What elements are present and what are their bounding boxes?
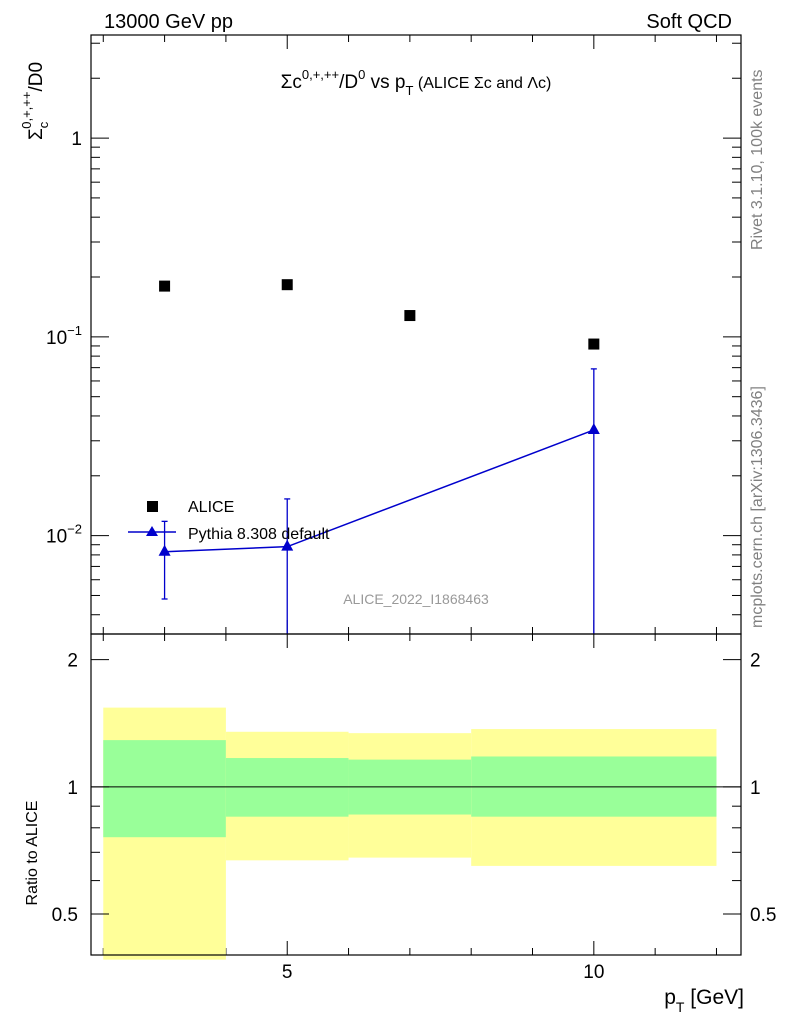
analysis-watermark: ALICE_2022_I1868463 bbox=[343, 591, 489, 607]
ratio-ytick-label-right-1: 1 bbox=[750, 778, 761, 799]
ratio-band-inner-1 bbox=[225, 758, 349, 817]
alice-point-1 bbox=[281, 279, 293, 291]
legend-alice-marker bbox=[147, 501, 158, 512]
ratio-panel: 5 10 0.5 0.5 1 1 2 2 bbox=[52, 633, 776, 983]
pythia-point-0 bbox=[158, 544, 171, 556]
x-tick-label-1: 10 bbox=[583, 962, 604, 983]
main-ylabel: Σc0,+,++/D0 bbox=[19, 62, 51, 140]
ratio-band-inner-0 bbox=[103, 740, 226, 838]
ratio-ytick-label-left-2: 2 bbox=[67, 651, 78, 672]
main-ytick-exponent-2: −2 bbox=[67, 522, 82, 537]
alice-point-2 bbox=[404, 310, 416, 322]
main-ytick-label-2: 10−2 bbox=[46, 522, 82, 548]
x-tick-label-0: 5 bbox=[282, 962, 293, 983]
main-ytick-label-1: 10−1 bbox=[46, 323, 82, 349]
main-ytick-label-0: 1 bbox=[71, 129, 82, 150]
ratio-ytick-label-left-0: 0.5 bbox=[52, 905, 78, 926]
ratio-ytick-label-right-0: 0.5 bbox=[750, 905, 776, 926]
alice-point-0 bbox=[159, 280, 171, 292]
header-left: 13000 GeV pp bbox=[104, 11, 233, 33]
rivet-label: Rivet 3.1.10, 100k events bbox=[749, 69, 766, 250]
legend-pythia-label: Pythia 8.308 default bbox=[188, 526, 330, 543]
legend: ALICE Pythia 8.308 default bbox=[128, 499, 330, 543]
mcplots-label: mcplots.cern.ch [arXiv:1306.3436] bbox=[749, 386, 766, 628]
legend-pythia-marker bbox=[146, 526, 158, 536]
main-ytick-exponent-1: −1 bbox=[67, 323, 82, 338]
x-axis-label: pT [GeV] bbox=[664, 986, 744, 1015]
ratio-frame bbox=[90, 633, 742, 956]
main-title: Σc0,+,++/D0 vs pT (ALICE Σc and Λc) bbox=[281, 67, 552, 98]
header-right: Soft QCD bbox=[646, 11, 732, 33]
ratio-ytick-label-left-1: 1 bbox=[67, 778, 78, 799]
legend-alice-label: ALICE bbox=[188, 499, 234, 516]
pythia-point-1 bbox=[281, 539, 294, 551]
pythia-point-2 bbox=[587, 422, 600, 434]
main-frame bbox=[90, 34, 742, 635]
ratio-ylabel: Ratio to ALICE bbox=[24, 801, 41, 906]
ratio-ytick-label-right-2: 2 bbox=[750, 651, 761, 672]
alice-point-3 bbox=[588, 338, 600, 350]
